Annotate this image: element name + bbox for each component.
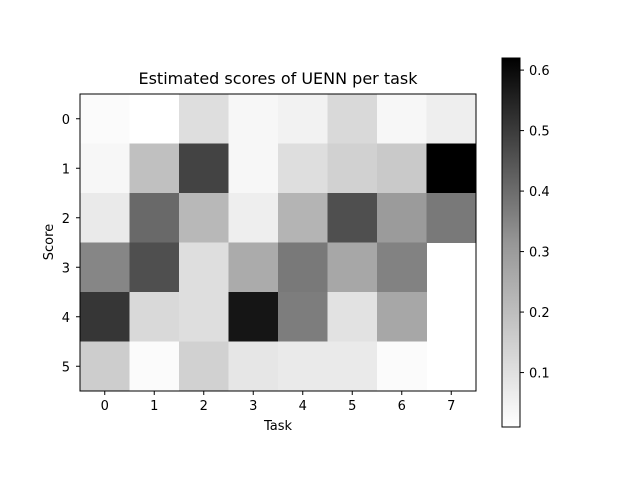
heatmap-cell — [426, 94, 477, 144]
heatmap-cell — [377, 292, 427, 342]
y-axis: 0 1 2 3 4 5 — [62, 113, 80, 375]
heatmap-cell — [426, 193, 477, 243]
heatmap-cell — [278, 242, 328, 293]
heatmap-cell — [80, 193, 130, 243]
colorbar-tick-label: 0.3 — [529, 246, 550, 261]
y-tick-label: 4 — [62, 311, 70, 326]
heatmap-cell — [327, 193, 378, 243]
heatmap-cell — [278, 143, 328, 194]
colorbar-ticks: 0.1 0.2 0.3 0.4 0.5 0.6 — [520, 64, 550, 382]
heatmap-cell — [179, 292, 229, 342]
colorbar-tick-label: 0.4 — [529, 185, 550, 200]
heatmap-cell — [129, 193, 180, 243]
heatmap-cell — [129, 292, 180, 342]
heatmap-cell — [129, 242, 180, 293]
heatmap-cell — [179, 143, 229, 194]
x-tick-label: 6 — [398, 399, 406, 414]
heatmap-cell — [377, 341, 427, 392]
heatmap-cell — [228, 242, 279, 293]
heatmap-cell — [179, 94, 229, 144]
heatmap-cell — [327, 94, 378, 144]
y-axis-label: Score — [42, 224, 57, 260]
heatmap-cell — [129, 143, 180, 194]
heatmap-cell — [179, 341, 229, 392]
heatmap-cell — [228, 292, 279, 342]
heatmap-cell — [327, 242, 378, 293]
heatmap-cell — [377, 94, 427, 144]
heatmap-cell — [129, 94, 180, 144]
heatmap-cell — [129, 341, 180, 392]
heatmap-cells — [80, 94, 477, 392]
heatmap-cell — [80, 242, 130, 293]
x-tick-label: 4 — [299, 399, 307, 414]
x-tick-label: 1 — [150, 399, 158, 414]
heatmap-cell — [327, 143, 378, 194]
colorbar-tick-label: 0.5 — [529, 125, 550, 140]
colorbar-tick-label: 0.1 — [529, 367, 550, 382]
x-tick-label: 0 — [101, 399, 109, 414]
heatmap-cell — [377, 242, 427, 293]
heatmap-cell — [228, 94, 279, 144]
heatmap-cell — [377, 143, 427, 194]
heatmap-cell — [80, 341, 130, 392]
x-tick-label: 2 — [200, 399, 208, 414]
colorbar — [501, 57, 521, 428]
chart-title: Estimated scores of UENN per task — [138, 69, 418, 88]
x-tick-label: 3 — [249, 399, 257, 414]
plot-area-frame — [79, 93, 477, 392]
heatmap-cell — [228, 143, 279, 194]
heatmap-cell — [228, 193, 279, 243]
x-axis: 0 1 2 3 4 5 6 7 — [101, 391, 455, 414]
heatmap-cell — [80, 292, 130, 342]
heatmap-cell — [327, 341, 378, 392]
x-tick-label: 5 — [348, 399, 356, 414]
heatmap-cell — [179, 193, 229, 243]
heatmap-cell — [80, 94, 130, 144]
heatmap-cell — [179, 242, 229, 293]
y-tick-label: 1 — [62, 162, 70, 177]
heatmap-cell — [278, 193, 328, 243]
y-tick-label: 0 — [62, 113, 70, 128]
x-axis-label: Task — [263, 419, 293, 434]
heatmap-cell — [377, 193, 427, 243]
colorbar-tick-label: 0.2 — [529, 306, 550, 321]
y-tick-label: 3 — [62, 261, 70, 276]
y-tick-label: 2 — [62, 212, 70, 227]
heatmap-cell — [228, 341, 279, 392]
heatmap-cell — [278, 341, 328, 392]
colorbar-tick-label: 0.6 — [529, 64, 550, 79]
heatmap-cell — [278, 94, 328, 144]
heatmap-cell — [278, 292, 328, 342]
heatmap-cell — [426, 143, 477, 194]
y-tick-label: 5 — [62, 360, 70, 375]
heatmap-cell — [327, 292, 378, 342]
x-tick-label: 7 — [447, 399, 455, 414]
heatmap-cell — [80, 143, 130, 194]
